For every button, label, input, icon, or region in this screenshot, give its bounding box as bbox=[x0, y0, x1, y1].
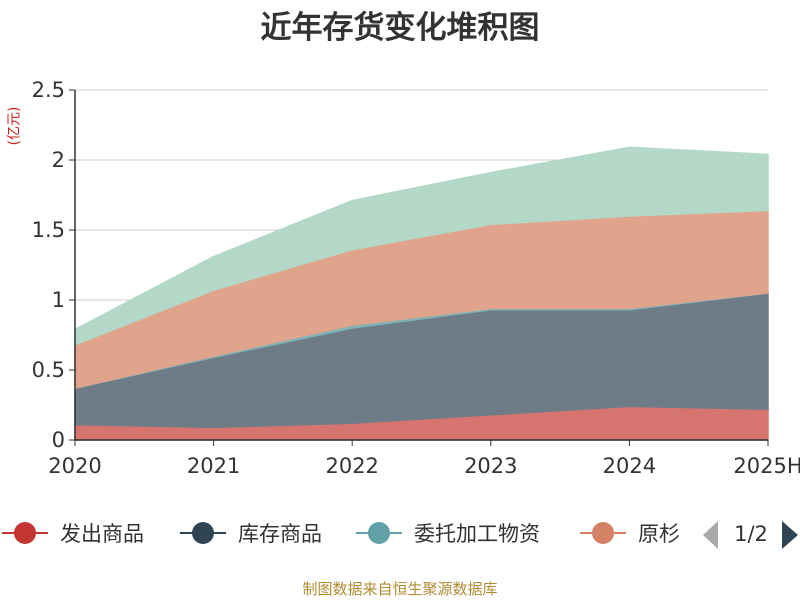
legend-circle-marker bbox=[368, 522, 390, 544]
y-tick-label: 2.5 bbox=[32, 78, 65, 102]
legend-label: 库存商品 bbox=[238, 522, 322, 546]
chart-title: 近年存货变化堆积图 bbox=[260, 10, 540, 46]
legend-item[interactable]: 库存商品 bbox=[180, 522, 322, 546]
x-tick-label: 2021 bbox=[187, 454, 240, 478]
y-tick-label: 0.5 bbox=[32, 358, 65, 382]
x-tick-label: 2022 bbox=[325, 454, 378, 478]
x-tick-label: 2020 bbox=[48, 454, 101, 478]
axes: 0 0.5 1 1.5 2 2.5 2020 2021 2022 2023 2024 2025H bbox=[32, 78, 800, 478]
area-series-layer bbox=[74, 146, 769, 441]
legend-circle-marker bbox=[592, 522, 614, 544]
legend-prev-page-icon[interactable] bbox=[703, 521, 718, 549]
legend-label: 委托加工物资 bbox=[414, 522, 540, 546]
legend-circle-marker bbox=[192, 522, 214, 544]
legend-item[interactable]: 发出商品 bbox=[2, 522, 144, 546]
y-tick-label: 1 bbox=[52, 288, 65, 312]
x-tick-label: 2025H bbox=[733, 454, 800, 478]
data-source-note: 制图数据来自恒生聚源数据库 bbox=[302, 580, 498, 598]
legend-label: 发出商品 bbox=[60, 522, 144, 546]
legend-label: 原杉 bbox=[638, 522, 680, 546]
legend: 发出商品 库存商品 委托加工物资 原杉 1/2 bbox=[2, 515, 798, 551]
y-tick-label: 0 bbox=[52, 428, 65, 452]
y-tick-label: 1.5 bbox=[32, 218, 65, 242]
legend-item[interactable]: 原杉 bbox=[580, 522, 680, 546]
x-tick-label: 2023 bbox=[464, 454, 517, 478]
legend-item[interactable]: 委托加工物资 bbox=[356, 522, 540, 546]
x-tick-label: 2024 bbox=[603, 454, 656, 478]
legend-circle-marker bbox=[14, 522, 36, 544]
legend-page-indicator: 1/2 bbox=[734, 522, 768, 546]
legend-next-page-icon[interactable] bbox=[782, 521, 798, 549]
y-tick-label: 2 bbox=[52, 148, 65, 172]
area-series-5 bbox=[74, 146, 769, 346]
legend-clip-mask bbox=[683, 515, 703, 551]
